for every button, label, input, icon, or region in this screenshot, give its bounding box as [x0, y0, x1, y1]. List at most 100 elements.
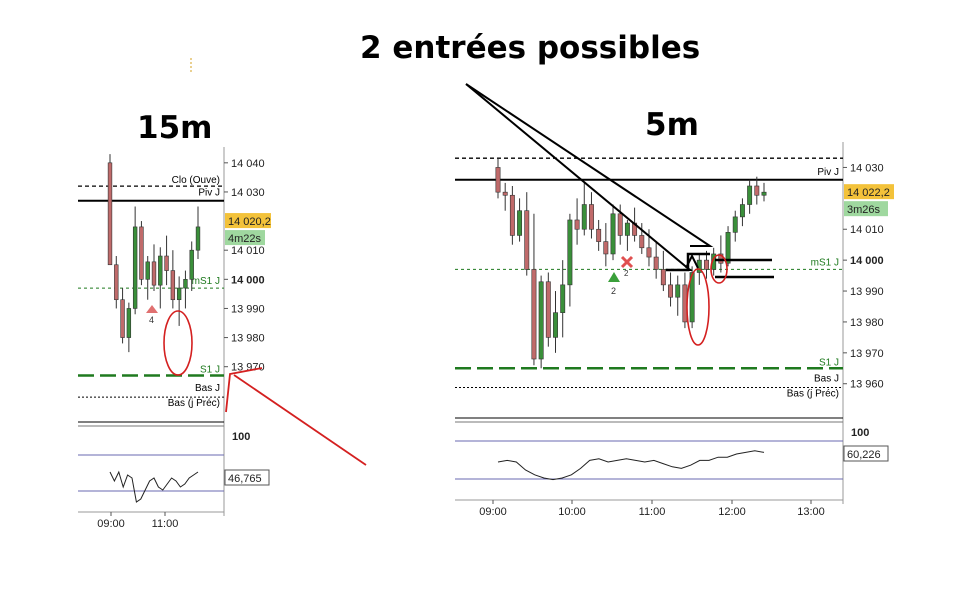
- indicator-line: [109, 470, 199, 503]
- candle-body: [107, 162, 113, 266]
- candle-body: [531, 269, 537, 360]
- y-tick-label: 14 000: [231, 274, 265, 286]
- pivot-label: Piv J: [198, 188, 220, 199]
- x-tick-label: 10:00: [558, 506, 586, 518]
- y-tick-label: 13 990: [850, 286, 884, 298]
- candle-body: [183, 279, 188, 289]
- price-tag-value: 14 022,2: [847, 187, 890, 199]
- candle-body: [660, 269, 666, 286]
- candle-body: [126, 308, 132, 338]
- x-tick-label: 09:00: [479, 506, 507, 518]
- signal-arrow-5m: [608, 272, 620, 282]
- candle-body: [145, 261, 150, 280]
- y-tick-label: 13 980: [231, 333, 265, 345]
- candle-body: [624, 222, 630, 236]
- candle-body: [610, 213, 616, 255]
- candle-body: [176, 287, 182, 301]
- highlight-ellipse-5m-2: [710, 254, 728, 284]
- candle-body: [509, 194, 515, 236]
- candle-body: [189, 249, 194, 280]
- candle-body: [668, 284, 673, 298]
- price-tag: [844, 184, 894, 200]
- candle-body: [567, 219, 573, 286]
- signal-x-number-5m: 2: [624, 269, 629, 278]
- pivot-label: Piv J: [817, 167, 839, 178]
- candle-body: [603, 241, 609, 255]
- candle-body: [617, 213, 623, 236]
- ms1-label: mS1 J: [192, 276, 220, 287]
- candle-body: [502, 191, 508, 196]
- candle-body: [517, 210, 523, 236]
- timer-tag: [844, 201, 888, 217]
- red-arrow-line: [233, 374, 367, 466]
- candle-body: [524, 210, 530, 270]
- y-tick-label: 13 990: [231, 303, 265, 315]
- candle-body: [195, 226, 201, 251]
- arrow-to-entry-2: [465, 83, 714, 247]
- x-tick-label: 13:00: [797, 506, 825, 518]
- x-tick-label: 11:00: [152, 518, 179, 530]
- candle-body: [553, 312, 558, 338]
- candle-body: [596, 228, 602, 242]
- indicator-100-label: 100: [232, 431, 250, 443]
- candle-body: [704, 259, 709, 270]
- highlight-ellipse-15m: [163, 310, 193, 376]
- bas-label: Bas J: [195, 383, 220, 394]
- chart-5m: Piv J mS1 J S1 J Bas J Bas (j Préc) 14 030 14 …: [455, 142, 894, 518]
- candle-body: [589, 204, 594, 230]
- signal-arrow-15m: [146, 305, 158, 313]
- timer-value: 4m22s: [228, 233, 262, 245]
- candle-body: [545, 281, 551, 338]
- candle-body: [747, 185, 753, 205]
- bas-label: Bas J: [814, 374, 839, 385]
- candle-body: [689, 272, 695, 323]
- ms1-label: mS1 J: [811, 257, 839, 268]
- candle-body: [574, 219, 580, 230]
- candle-body: [653, 256, 659, 270]
- indicator-value: 46,765: [228, 473, 262, 485]
- candle-body: [151, 261, 157, 286]
- timer-tag: [225, 230, 265, 246]
- y-tick-label: 14 000: [850, 255, 884, 267]
- indicator-100-label: 100: [851, 427, 869, 439]
- bas-prev-label: Bas (j Préc): [168, 398, 220, 409]
- y-tick-label: 13 960: [850, 379, 884, 391]
- candle-body: [158, 255, 163, 286]
- candle-body: [646, 247, 652, 258]
- candle-body: [132, 226, 138, 309]
- candle-body: [725, 232, 731, 264]
- candle-body: [164, 255, 169, 271]
- candle-body: [675, 284, 681, 298]
- y-tick-label: 14 010: [231, 245, 265, 257]
- candle-body: [639, 235, 645, 249]
- price-tag-value: 14 020,2: [228, 216, 271, 228]
- y-tick-label: 14 030: [231, 187, 265, 199]
- entry-step: [666, 252, 710, 272]
- price-tag: [225, 213, 271, 229]
- x-tick-label: 11:00: [639, 506, 666, 518]
- candle-body: [739, 204, 745, 218]
- timer-value: 3m26s: [847, 204, 881, 216]
- y-tick-label: 14 010: [850, 224, 884, 236]
- candle-body: [495, 167, 501, 193]
- candle-body: [761, 191, 767, 196]
- candle-body: [718, 253, 724, 264]
- candle-body: [170, 270, 176, 301]
- y-tick-label: 13 970: [231, 362, 265, 374]
- x-tick-label: 12:00: [718, 506, 746, 518]
- y-tick-label: 14 030: [850, 162, 884, 174]
- highlight-ellipse-5m-1: [686, 268, 710, 346]
- y-tick-label: 14 040: [231, 158, 265, 170]
- y-tick-label: 13 970: [850, 348, 884, 360]
- candle-body: [120, 299, 125, 338]
- chart-15m: Clo (Ouve) Piv J mS1 J S1 J Bas J Bas (j Préc…: [78, 147, 271, 530]
- close-level-label: Clo (Ouve): [172, 175, 220, 186]
- chart-5m-title: 5m: [645, 107, 699, 143]
- candle-body: [560, 284, 566, 313]
- signal-x-5m: [620, 255, 634, 269]
- indicator-line: [497, 450, 765, 481]
- candle-body: [581, 204, 587, 230]
- bas-prev-label: Bas (j Préc): [787, 389, 839, 400]
- main-title: 2 entrées possibles: [360, 30, 701, 66]
- candle-body: [139, 226, 144, 280]
